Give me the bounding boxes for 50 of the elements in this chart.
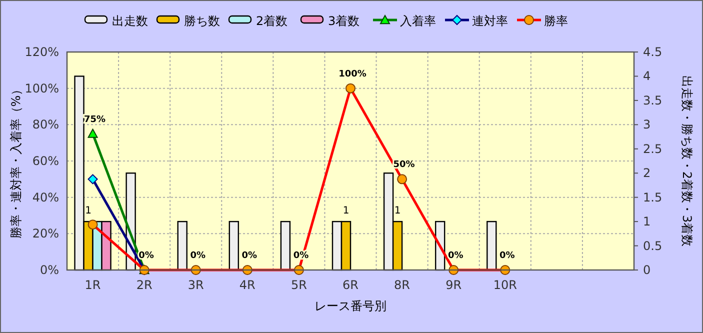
x-tick-label: 6R [342,278,358,292]
x-tick-label: 10R [493,278,517,292]
y-tick-label: 80% [32,118,59,132]
data-label: 1 [85,206,92,217]
y2-tick-label: 1.5 [643,190,662,204]
x-tick-label: 9R [446,278,462,292]
y-axis-title: 勝率・連対率・入着率（%） [9,83,23,239]
y-tick-label: 100% [24,81,59,96]
y2-tick-label: 4 [643,69,651,84]
x-axis-title: レース番号別 [314,299,386,313]
data-label: 0% [242,251,258,261]
legend-label: 3着数 [328,14,360,28]
y2-tick-label: 3 [643,118,651,132]
y-tick-label: 60% [32,154,59,168]
y2-axis-title: 出走数・勝ち数・2着数・3着数 [680,75,694,247]
x-tick-label: 3R [188,278,204,292]
data-label: 0% [448,251,464,261]
x-tick-label: 1R [84,278,101,292]
y-tick-label: 120% [24,45,59,59]
y2-tick-label: 1 [643,214,651,229]
data-label: 100% [338,69,366,80]
y2-tick-label: 0 [643,263,651,277]
data-label: 0% [190,251,206,261]
data-label: 75% [84,114,106,125]
legend-label: 勝ち数 [184,14,220,28]
y2-tick-label: 3.5 [643,93,662,108]
legend-label: 勝率 [544,14,568,28]
x-tick-label: 8R [394,278,410,292]
y-tick-label: 0% [40,263,59,277]
legend-label: 出走数 [112,14,148,28]
legend-label: 2着数 [256,14,288,28]
bar [280,220,291,271]
y-tick-label: 40% [32,190,59,204]
x-tick-label: 2R [136,278,152,292]
bar [177,220,188,271]
y2-tick-label: 4.5 [643,45,662,59]
legend-label: 入着率 [400,14,436,28]
data-label: 0% [499,251,515,261]
point [88,174,98,184]
y2-tick-label: 2 [643,166,651,180]
data-label: 1 [394,206,401,217]
legend-label: 連対率 [472,14,508,28]
x-tick-label: 5R [290,278,307,292]
x-tick-label: 4R [239,278,256,292]
y2-tick-label: 2.5 [643,142,662,156]
y-tick-label: 20% [32,226,59,241]
data-label: 1 [342,206,350,217]
bar [228,220,240,271]
bar [486,220,497,271]
y2-tick-label: 0.5 [643,238,662,253]
